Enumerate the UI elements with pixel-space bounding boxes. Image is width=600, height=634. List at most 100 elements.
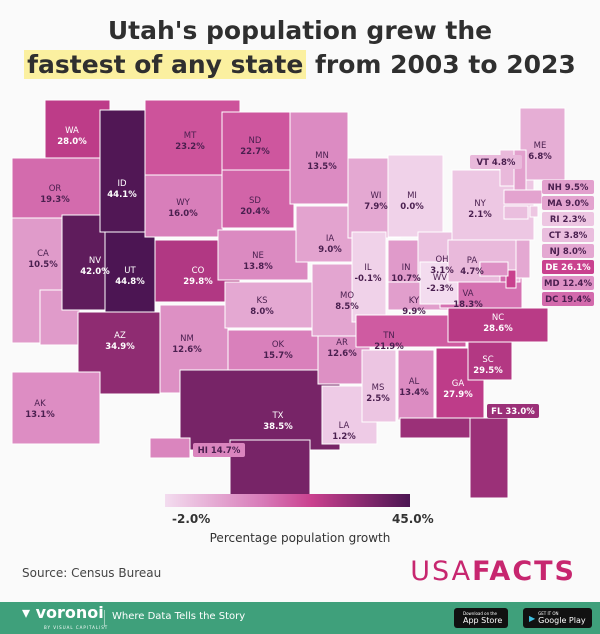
state-value-label: 16.0% [168, 209, 198, 219]
app-store-button[interactable]: Download on the App Store [454, 608, 509, 628]
state-value-label: 13.5% [307, 162, 337, 172]
state-mi[interactable] [387, 154, 444, 238]
state-ri[interactable] [529, 205, 539, 218]
state-code-label: AZ [114, 331, 126, 341]
state-code-label: KS [257, 296, 268, 306]
state-id[interactable] [99, 109, 146, 233]
state-shape [351, 231, 387, 323]
usafacts-logo: USAFACTS [410, 556, 576, 587]
state-shape [469, 417, 509, 499]
state-callout-label: NJ 8.0% [550, 247, 587, 257]
state-me[interactable] [519, 107, 566, 181]
state-value-label: 1.2% [332, 432, 356, 442]
state-code-label: SC [482, 355, 493, 365]
state-code-label: CO [192, 266, 205, 276]
state-or[interactable] [11, 157, 105, 219]
state-value-label: 44.1% [107, 190, 137, 200]
state-shape [519, 107, 566, 181]
state-shape [361, 349, 397, 423]
state-value-label: 28.0% [57, 137, 87, 147]
state-ct[interactable] [503, 205, 529, 220]
state-mn[interactable] [289, 111, 349, 205]
state-value-label: 12.6% [327, 349, 357, 359]
state-nd[interactable] [221, 111, 291, 171]
state-code-label: NC [492, 313, 504, 323]
state-code-label: ND [249, 136, 262, 146]
title-line-2: fastest of any state from 2003 to 2023 [0, 48, 600, 82]
state-code-label: MI [407, 191, 417, 201]
state-shape [44, 99, 111, 161]
state-shape [387, 154, 444, 238]
state-code-label: ME [534, 141, 547, 151]
state-value-label: 9.9% [402, 307, 426, 317]
state-value-label: 18.3% [453, 300, 483, 310]
state-code-label: MN [315, 151, 329, 161]
state-dc[interactable] [499, 275, 507, 283]
state-shape [221, 111, 291, 171]
voronoi-sub: BY VISUAL CAPITALIST [44, 625, 109, 630]
state-ak[interactable] [11, 371, 101, 445]
state-md[interactable] [479, 261, 509, 277]
state-shape [217, 229, 309, 281]
state-code-label: AK [34, 399, 46, 409]
state-ca[interactable] [11, 217, 81, 346]
state-shape [99, 109, 146, 233]
state-value-label: 13.4% [399, 388, 429, 398]
state-shape [144, 174, 224, 238]
state-code-label: MT [184, 131, 197, 141]
state-shape [224, 281, 314, 329]
state-value-label: 8.0% [250, 307, 274, 317]
state-fl[interactable] [399, 417, 509, 499]
state-code-label: OK [272, 340, 285, 350]
state-tx[interactable] [179, 369, 341, 496]
state-wa[interactable] [44, 99, 111, 161]
voronoi-logo[interactable]: ▾ voronoi [22, 603, 104, 622]
state-value-label: 20.4% [240, 207, 270, 217]
state-callout-label: HI 14.7% [198, 446, 241, 456]
state-ks[interactable] [224, 281, 314, 329]
state-ms[interactable] [361, 349, 397, 423]
state-ma[interactable] [503, 189, 543, 205]
state-il[interactable] [351, 231, 387, 323]
state-code-label: WA [65, 126, 79, 136]
state-ne[interactable] [217, 229, 309, 281]
state-code-label: MS [372, 383, 385, 393]
state-value-label: 21.9% [374, 342, 404, 352]
state-value-label: -0.1% [354, 274, 382, 284]
state-value-label: 7.9% [364, 202, 388, 212]
state-code-label: NE [252, 251, 264, 261]
state-nj[interactable] [515, 239, 531, 279]
state-value-label: 8.5% [335, 302, 359, 312]
state-code-label: MO [340, 291, 354, 301]
state-shape [149, 437, 191, 459]
state-code-label: UT [124, 266, 136, 276]
state-hi[interactable] [149, 437, 191, 459]
state-sd[interactable] [221, 169, 295, 229]
state-code-label: IL [364, 263, 372, 273]
state-callout-label: CT 3.8% [549, 231, 588, 241]
state-code-label: WV [433, 273, 447, 283]
state-value-label: 34.9% [105, 342, 135, 352]
state-value-label: 13.8% [243, 262, 273, 272]
tagline: Where Data Tells the Story [112, 611, 246, 622]
play-icon: ▶ [529, 613, 536, 623]
state-wy[interactable] [144, 174, 224, 238]
state-code-label: CA [37, 249, 49, 259]
state-code-label: AL [409, 377, 420, 387]
google-play-button[interactable]: ▶ GET IT ON Google Play [523, 608, 592, 628]
state-code-label: SD [249, 196, 261, 206]
state-shape [499, 275, 507, 283]
callout-box [542, 276, 594, 290]
source-note: Source: Census Bureau [22, 566, 162, 580]
state-sc[interactable] [467, 341, 513, 381]
state-shape [515, 239, 531, 279]
state-code-label: IA [326, 234, 335, 244]
state-code-label: KY [409, 296, 420, 306]
state-value-label: 4.7% [460, 267, 484, 277]
state-code-label: LA [339, 421, 350, 431]
state-value-label: 3.1% [430, 266, 454, 276]
title-highlight: fastest of any state [24, 50, 307, 79]
state-code-label: OH [435, 255, 448, 265]
callout-box [542, 196, 594, 210]
